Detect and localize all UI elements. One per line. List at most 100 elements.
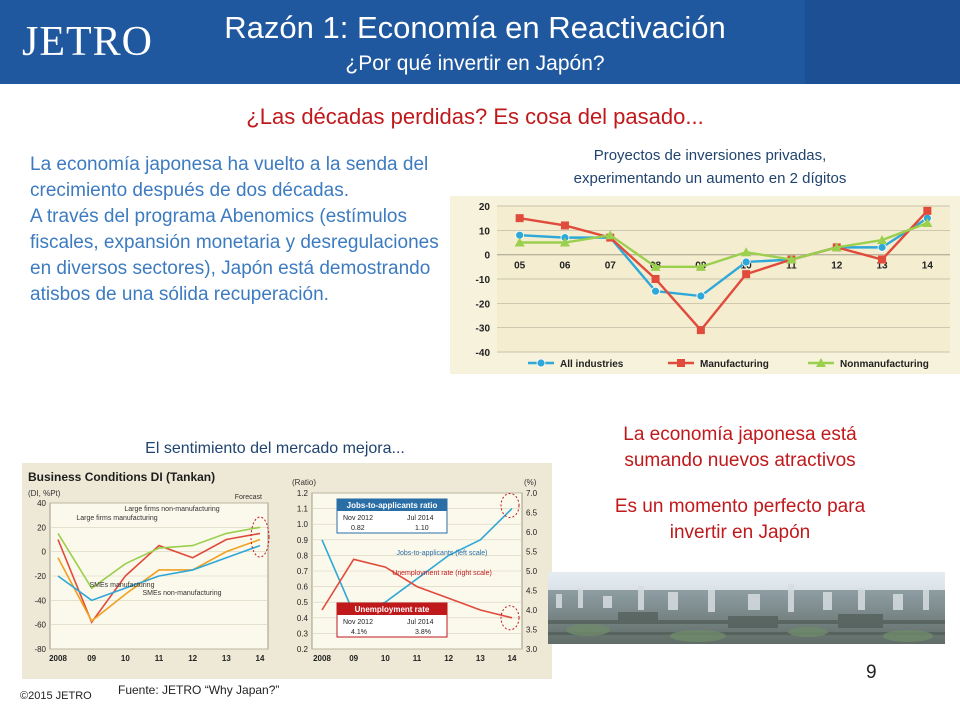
y-tick-label: 0 bbox=[484, 251, 490, 262]
y-right-tick-label: 6.5 bbox=[526, 509, 538, 518]
x-tick-label: 14 bbox=[508, 654, 517, 663]
title-bar bbox=[0, 0, 960, 84]
y-right-tick-label: 3.0 bbox=[526, 645, 538, 654]
series-line bbox=[57, 544, 261, 602]
series-label: SMEs non-manufacturing bbox=[143, 590, 222, 597]
x-tick-label: 10 bbox=[381, 654, 390, 663]
annotation-to-value: 3.8% bbox=[415, 629, 431, 636]
investment-caption-line-2: experimentando un aumento en 2 dígitos bbox=[573, 170, 847, 187]
y-left-tick-label: 0.2 bbox=[297, 645, 309, 654]
y-left-tick-label: 0.7 bbox=[297, 567, 309, 576]
city-skyline-image bbox=[548, 572, 945, 644]
intro-text: La economía japonesa ha vuelto a la send… bbox=[30, 152, 442, 308]
y-tick-label: -20 bbox=[476, 299, 491, 310]
y-tick-label: -80 bbox=[34, 645, 46, 654]
y-tick-label: -30 bbox=[476, 324, 491, 335]
attractive-statement: La economía japonesa está sumando nuevos… bbox=[623, 424, 857, 471]
annotation-to-value: 1.10 bbox=[415, 525, 429, 532]
legend-label: All industries bbox=[560, 359, 624, 370]
legend-marker bbox=[536, 358, 546, 368]
data-point bbox=[742, 270, 751, 279]
y-right-label: (%) bbox=[524, 478, 537, 487]
series-line-all-industries bbox=[519, 217, 929, 298]
series-line-manufacturing bbox=[519, 210, 929, 332]
annotation-from-value: 0.82 bbox=[351, 525, 365, 532]
x-tick-label: 11 bbox=[786, 261, 797, 272]
data-point bbox=[651, 286, 660, 296]
data-point bbox=[695, 261, 706, 271]
forecast-label: Forecast bbox=[235, 494, 262, 501]
annotation-title: Jobs-to-applicants ratio bbox=[347, 501, 438, 510]
series-label: Large firms manufacturing bbox=[76, 515, 157, 522]
x-tick-label: 11 bbox=[413, 654, 422, 663]
data-point bbox=[786, 254, 797, 264]
x-tick-label: 13 bbox=[876, 261, 888, 272]
sentiment-chart-svg: Business Conditions DI (Tankan) (DI, %Pt)… bbox=[28, 470, 538, 663]
x-tick-label: 05 bbox=[514, 261, 526, 272]
x-tick-label: 13 bbox=[222, 654, 231, 663]
x-tick-label: 10 bbox=[121, 654, 130, 663]
series-label: Unemployment rate (right scale) bbox=[392, 570, 492, 577]
investment-chart-caption: Proyectos de inversiones privadas, exper… bbox=[480, 144, 940, 190]
y-tick-label: -60 bbox=[34, 621, 46, 630]
investment-caption-line-1: Proyectos de inversiones privadas, bbox=[593, 147, 827, 164]
y-left-tick-label: 0.6 bbox=[297, 583, 309, 592]
highlight-circle bbox=[500, 605, 520, 631]
page-number: 9 bbox=[866, 662, 877, 683]
data-point bbox=[560, 221, 569, 230]
legend-label: Nonmanufacturing bbox=[840, 359, 929, 370]
data-point bbox=[741, 247, 752, 257]
y-left-tick-label: 1.1 bbox=[297, 505, 309, 514]
y-tick-label: -40 bbox=[476, 348, 491, 359]
x-tick-label: 13 bbox=[476, 654, 485, 663]
data-point bbox=[515, 214, 524, 223]
series-line-nonmanufacturing bbox=[519, 221, 928, 269]
x-tick-label: 12 bbox=[444, 654, 453, 663]
y-right-tick-label: 5.5 bbox=[526, 548, 538, 557]
tagline: ¿Las décadas perdidas? Es cosa del pasad… bbox=[246, 104, 704, 129]
series-label: Large firms non-manufacturing bbox=[124, 506, 219, 513]
y-left-tick-label: 0.8 bbox=[297, 551, 309, 560]
copyright: ©2015 JETRO bbox=[20, 690, 92, 702]
y-left-tick-label: 0.3 bbox=[297, 629, 309, 638]
data-point bbox=[651, 275, 660, 283]
series-line-unemployment bbox=[321, 558, 513, 619]
y-left-label: (Ratio) bbox=[292, 478, 316, 487]
legend-label: Manufacturing bbox=[700, 359, 769, 370]
x-tick-label: 12 bbox=[188, 654, 197, 663]
y-left-tick-label: 0.9 bbox=[297, 536, 309, 545]
data-point bbox=[605, 230, 616, 240]
y-tick-label: 20 bbox=[479, 202, 491, 213]
x-tick-label: 2008 bbox=[313, 654, 331, 663]
annotation-to: Jul 2014 bbox=[407, 619, 434, 626]
data-point bbox=[696, 291, 706, 301]
y-left-tick-label: 0.5 bbox=[297, 598, 309, 607]
slide-title: Razón 1: Economía en Reactivación bbox=[224, 10, 726, 45]
data-point bbox=[831, 242, 842, 252]
series-label: SMEs manufacturing bbox=[90, 582, 155, 589]
annotation-title: Unemployment rate bbox=[355, 605, 430, 614]
x-tick-label: 2008 bbox=[49, 654, 67, 663]
data-point bbox=[696, 326, 705, 335]
data-point bbox=[878, 255, 887, 264]
y-left-tick-label: 0.4 bbox=[297, 614, 309, 623]
data-point bbox=[923, 206, 932, 215]
data-point bbox=[514, 237, 525, 247]
x-tick-label: 09 bbox=[87, 654, 96, 663]
series-line bbox=[57, 538, 261, 623]
y-tick-label: 10 bbox=[479, 226, 491, 237]
y-left-tick-label: 1.2 bbox=[297, 489, 309, 498]
y-right-tick-label: 6.0 bbox=[526, 528, 538, 537]
x-tick-label: 11 bbox=[155, 654, 164, 663]
annotation-to: Jul 2014 bbox=[407, 515, 434, 522]
city-skyline-photo bbox=[548, 572, 945, 644]
jetro-logo: JETRO bbox=[22, 19, 153, 65]
sentiment-chart: Business Conditions DI (Tankan) (DI, %Pt)… bbox=[22, 463, 552, 679]
intro-paragraph-1: La economía japonesa ha vuelto a la send… bbox=[30, 154, 429, 201]
y-tick-label: 0 bbox=[42, 548, 47, 557]
highlight-circle bbox=[500, 492, 520, 518]
series-line bbox=[57, 532, 261, 624]
data-point bbox=[877, 235, 888, 245]
y-right-tick-label: 7.0 bbox=[526, 489, 538, 498]
annotation-from: Nov 2012 bbox=[343, 619, 373, 626]
